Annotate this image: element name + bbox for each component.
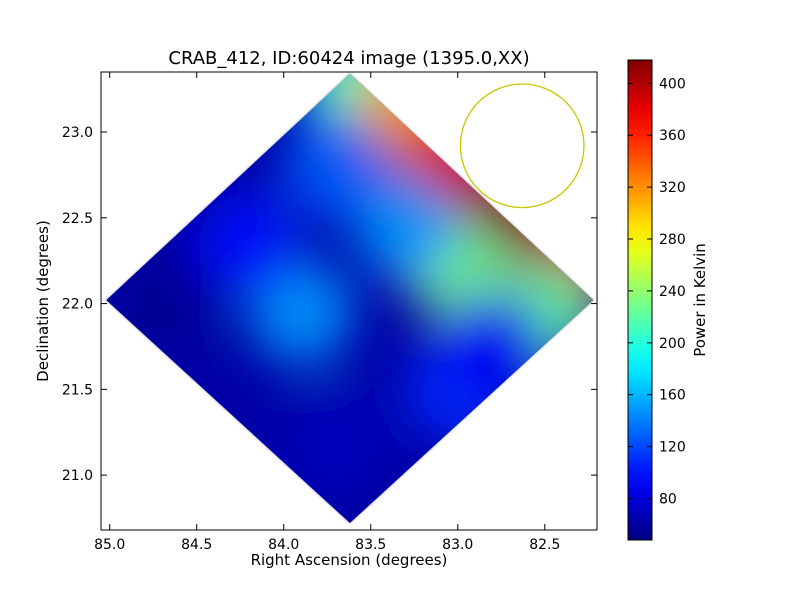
x-tick-label: 83.5 — [355, 537, 386, 553]
chart-title: CRAB_412, ID:60424 image (1395.0,XX) — [168, 48, 529, 69]
field-value-blob — [283, 114, 388, 219]
colorbar-label: Power in Kelvin — [691, 243, 709, 357]
colorbar-ticks: 80 120 160 200 240 280 320 360 400 — [628, 76, 686, 507]
colorbar-tick-label: 200 — [659, 336, 686, 352]
colorbar-tick-label: 320 — [659, 180, 686, 196]
colorbar: 80 120 160 200 240 280 320 360 400 Power in Kelv… — [627, 59, 709, 541]
x-tick-label: 82.5 — [529, 537, 560, 553]
annotation-circle — [459, 83, 585, 209]
y-axis: 21.0 21.5 22.0 22.5 23.0 — [62, 125, 597, 484]
y-axis-label: Declination (degrees) — [34, 220, 52, 382]
colorbar-tick-label: 400 — [659, 76, 686, 92]
field-value-blob — [196, 191, 301, 296]
colorbar-tick-label: 360 — [659, 128, 686, 144]
x-tick-label: 85.0 — [94, 537, 125, 553]
y-tick-label: 23.0 — [62, 125, 93, 141]
x-axis: 85.0 84.5 84.0 83.5 83.0 82.5 — [94, 72, 560, 553]
field-value-blob — [353, 174, 458, 279]
x-axis-label: Right Ascension (degrees) — [251, 551, 448, 569]
colorbar-tick-label: 120 — [659, 440, 686, 456]
field-value-blob — [283, 388, 388, 493]
y-tick-label: 21.5 — [62, 382, 93, 398]
plot-area — [101, 72, 597, 530]
colorbar-tick-label: 80 — [659, 491, 677, 507]
colorbar-tick-label: 160 — [659, 388, 686, 404]
colorbar-tick-label: 240 — [659, 284, 686, 300]
y-tick-label: 21.0 — [62, 468, 93, 484]
x-tick-label: 84.5 — [181, 537, 212, 553]
x-tick-label: 84.0 — [268, 537, 299, 553]
plot-frame — [100, 71, 598, 531]
y-tick-label: 22.5 — [62, 211, 93, 227]
colorbar-tick-label: 280 — [659, 232, 686, 248]
colorbar-scale — [627, 59, 653, 541]
y-tick-label: 22.0 — [62, 297, 93, 313]
x-tick-label: 83.0 — [442, 537, 473, 553]
